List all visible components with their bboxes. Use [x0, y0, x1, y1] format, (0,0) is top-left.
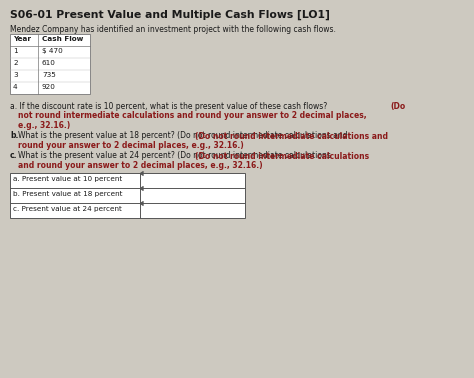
Bar [10, 34, 90, 94]
Text: 3: 3 [13, 72, 18, 78]
Text: 735: 735 [42, 72, 56, 78]
Text: Year: Year [13, 36, 31, 42]
Text: e.g., 32.16.): e.g., 32.16.) [18, 121, 70, 130]
Text: 610: 610 [42, 60, 56, 66]
Text: 1: 1 [13, 48, 18, 54]
Text: b.: b. [10, 132, 18, 141]
Text: c.: c. [10, 152, 18, 161]
Text: 4: 4 [13, 84, 18, 90]
Text: not round intermediate calculations and round your answer to 2 decimal places,: not round intermediate calculations and … [18, 112, 366, 121]
Text: What is the present value at 18 percent? (Do not round intermediate calculations: What is the present value at 18 percent?… [18, 132, 347, 141]
Text: What is the present value at 24 percent? (Do not round intermediate calculations: What is the present value at 24 percent?… [18, 152, 331, 161]
Text: S06-01 Present Value and Multiple Cash Flows [LO1]: S06-01 Present Value and Multiple Cash F… [10, 10, 330, 20]
Text: b. Present value at 18 percent: b. Present value at 18 percent [13, 191, 122, 197]
Text: Cash Flow: Cash Flow [42, 36, 83, 42]
Text: c. Present value at 24 percent: c. Present value at 24 percent [13, 206, 122, 212]
Text: 2: 2 [13, 60, 18, 66]
Text: Mendez Company has identified an investment project with the following cash flow: Mendez Company has identified an investm… [10, 25, 336, 34]
Text: (Do: (Do [390, 102, 405, 111]
Text: a. If the discount rate is 10 percent, what is the present value of these cash f: a. If the discount rate is 10 percent, w… [10, 102, 329, 111]
Text: (Do not round intermediate calculations: (Do not round intermediate calculations [195, 152, 369, 161]
Text: a. Present value at 10 percent: a. Present value at 10 percent [13, 176, 122, 182]
Text: round your answer to 2 decimal places, e.g., 32.16.): round your answer to 2 decimal places, e… [18, 141, 244, 150]
Text: 920: 920 [42, 84, 56, 90]
Bar [10, 173, 245, 218]
Text: $ 470: $ 470 [42, 48, 63, 54]
Text: and round your answer to 2 decimal places, e.g., 32.16.): and round your answer to 2 decimal place… [18, 161, 263, 170]
Text: (Do not round intermediate calculations and: (Do not round intermediate calculations … [195, 132, 388, 141]
